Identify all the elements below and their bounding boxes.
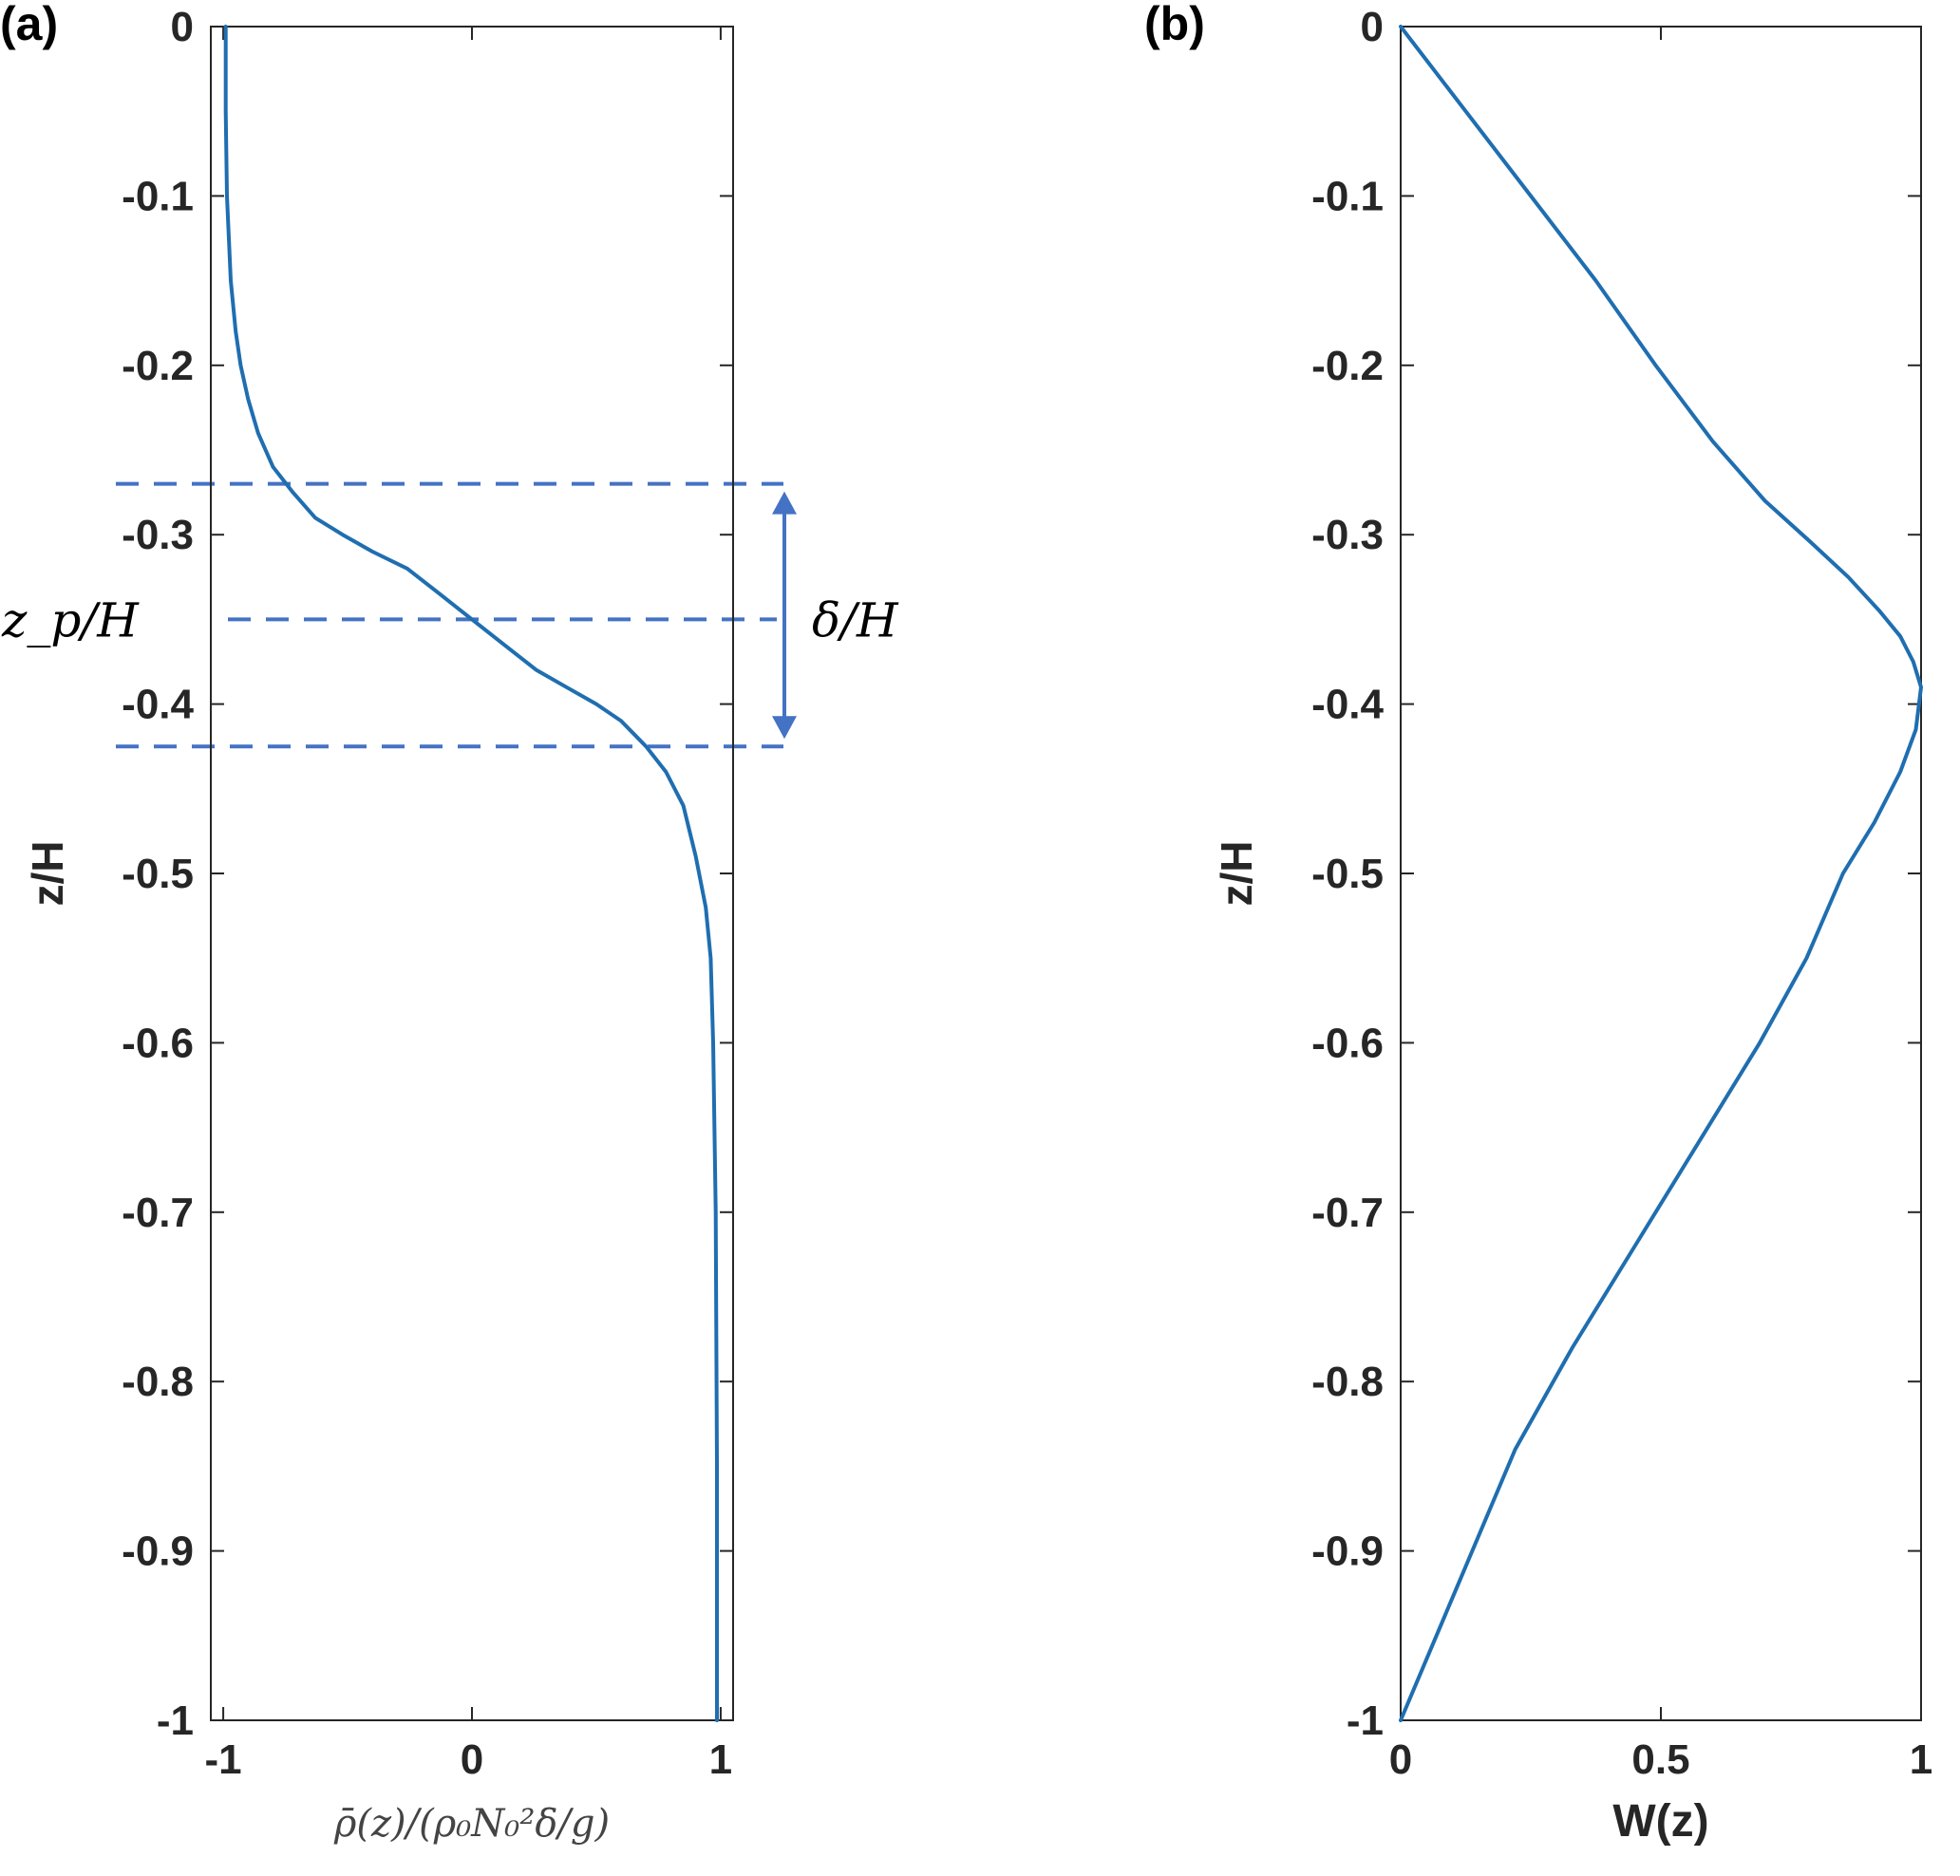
panel-b-ticks: 0-0.1-0.2-0.3-0.4-0.5-0.6-0.7-0.8-0.9-10… <box>1311 4 1932 1783</box>
panel-b-ytick-label: -0.2 <box>1311 343 1384 389</box>
panel-b-ytick-label: -0.3 <box>1311 512 1384 558</box>
zp-label: z_p/H <box>1 592 140 647</box>
panel-b-ylabel: z/H <box>1212 841 1261 907</box>
panel-b-ytick-label: -0.4 <box>1311 682 1384 728</box>
panel-b-ytick-label: -0.1 <box>1311 173 1384 219</box>
panel-b-ytick-label: -0.7 <box>1311 1190 1384 1236</box>
panel-a-xlabel: ρ̄(z)/(ρ₀N₀²δ/g) <box>333 1802 610 1846</box>
panel-a-ytick-label: -0.3 <box>122 512 194 558</box>
panel-a-annotations: z_p/H δ/H <box>1 481 899 749</box>
panel-b-xtick-label: 1 <box>1910 1736 1932 1783</box>
panel-a-ytick-label: -0.2 <box>122 343 194 389</box>
delta-arrow-head-down <box>772 716 797 740</box>
panel-a-ticks: 0 -0.1 -0.2 -0.3 -0.4 -0.5 -0.6 -0.7 -0.8 -0.9 -1-… <box>122 4 733 1783</box>
panel-b-ytick-label: -0.8 <box>1311 1359 1384 1405</box>
panel-a-series <box>223 25 719 1722</box>
panel-a-ytick-label: -0.9 <box>122 1529 194 1575</box>
panel-a-ytick-label: -0.5 <box>122 851 194 897</box>
panel-b-ytick-label: -0.5 <box>1311 851 1384 897</box>
panel-a-series-line <box>223 25 719 1722</box>
panel-b-xtick-label: 0 <box>1389 1736 1412 1783</box>
panel-b-ytick-label: 0 <box>1361 4 1384 50</box>
panel-a-ytick-label: -0.6 <box>122 1020 194 1066</box>
panel-a-ytick-label: -0.1 <box>122 173 194 219</box>
panel-b-xtick-label: 0.5 <box>1631 1736 1689 1783</box>
panel-a-axes-box <box>210 26 734 1721</box>
panel-b-ytick-label: -0.6 <box>1311 1020 1384 1066</box>
panel-b-ytick-label: -0.9 <box>1311 1529 1384 1575</box>
panel-a-ytick-label: 0 <box>171 4 194 50</box>
panel-a-ylabel: z/H <box>23 841 72 907</box>
panel-b-label: (b) <box>1144 0 1205 50</box>
panel-b-series-line <box>1399 25 1923 1722</box>
panel-a-xtick-label: -1 <box>205 1736 242 1783</box>
panel-b-series <box>1399 25 1923 1722</box>
panel-b-xlabel: W(z) <box>1612 1796 1708 1847</box>
panel-a-ytick-label: -1 <box>157 1698 194 1744</box>
panel-a-ytick-label: -0.4 <box>122 682 194 728</box>
delta-label: δ/H <box>812 592 899 647</box>
panel-a-xtick-label: 1 <box>709 1736 732 1783</box>
panel-a-label: (a) <box>0 0 58 50</box>
panel-a-ytick-label: -0.8 <box>122 1359 194 1405</box>
panel-b: 0-0.1-0.2-0.3-0.4-0.5-0.6-0.7-0.8-0.9-10… <box>1212 4 1932 1847</box>
panel-b-ytick-label: -1 <box>1347 1698 1384 1744</box>
panel-a-ytick-label: -0.7 <box>122 1190 194 1236</box>
panel-a-xtick-label: 0 <box>461 1736 483 1783</box>
panel-a: z_p/H δ/H 0 -0.1 -0.2 -0.3 -0.4 -0.5 -0.6 -0.7 -0… <box>1 4 899 1846</box>
delta-arrow-head-up <box>772 491 797 515</box>
